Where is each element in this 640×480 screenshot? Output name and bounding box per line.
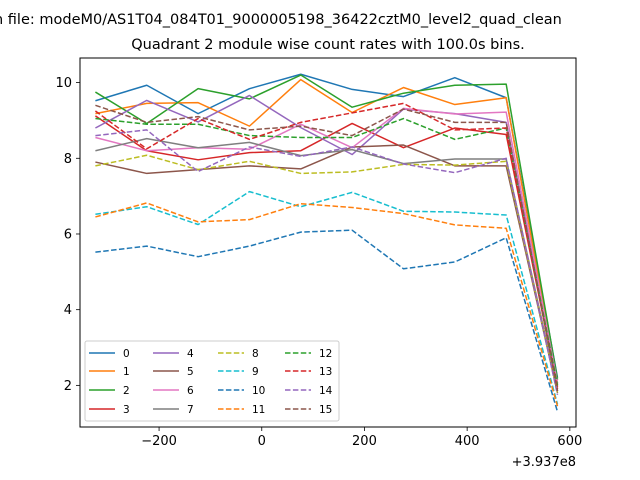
legend-label-11: 11 <box>252 404 265 416</box>
series-line-12 <box>95 117 559 386</box>
y-tick-label: 4 <box>64 303 72 318</box>
legend-label-3: 3 <box>123 404 130 416</box>
series-line-2 <box>95 74 559 380</box>
series-line-6 <box>95 107 559 384</box>
series-line-0 <box>95 73 559 378</box>
legend-label-0: 0 <box>123 348 130 360</box>
series-line-8 <box>95 154 559 394</box>
series-line-13 <box>94 102 559 390</box>
legend-label-12: 12 <box>319 348 332 360</box>
series-line-14 <box>95 129 559 395</box>
series-layer <box>94 73 559 413</box>
legend-label-9: 9 <box>252 366 259 378</box>
y-tick-label: 10 <box>55 76 72 91</box>
series-line-4 <box>95 94 559 386</box>
legend-label-8: 8 <box>252 348 259 360</box>
legend-label-4: 4 <box>187 348 194 360</box>
x-tick-label: 0 <box>258 434 266 449</box>
chart-suptitle: n file: modeM0/AS1T04_084T01_9000005198_… <box>0 12 562 28</box>
legend-label-7: 7 <box>187 404 194 416</box>
legend-label-15: 15 <box>319 404 332 416</box>
y-axis-ticks: 2 4 6 8 10 <box>55 76 80 394</box>
series-line-15 <box>95 104 559 392</box>
legend-label-13: 13 <box>319 366 332 378</box>
x-tick-label: −200 <box>141 434 177 449</box>
legend-label-6: 6 <box>187 385 194 397</box>
x-axis-ticks: −200 0 200 400 600 <box>141 427 582 449</box>
series-line-11 <box>95 202 559 407</box>
legend-label-10: 10 <box>252 385 265 397</box>
legend-label-1: 1 <box>123 366 130 378</box>
series-line-7 <box>95 137 559 392</box>
series-line-10 <box>95 229 559 413</box>
series-line-9 <box>95 190 559 405</box>
legend-box <box>84 340 340 422</box>
plot-frame <box>79 57 577 428</box>
legend-label-5: 5 <box>187 366 194 378</box>
y-tick-label: 2 <box>64 379 72 394</box>
chart-title: Quadrant 2 module wise count rates with … <box>131 37 525 53</box>
y-tick-label: 8 <box>64 152 72 167</box>
x-tick-label: 600 <box>557 434 582 449</box>
y-tick-label: 6 <box>64 227 72 242</box>
series-line-1 <box>95 78 559 384</box>
legend-label-14: 14 <box>319 385 333 397</box>
x-axis-offset-label: +3.937e8 <box>512 455 576 470</box>
legend-label-2: 2 <box>123 385 130 397</box>
x-tick-label: 400 <box>455 434 480 449</box>
x-tick-label: 200 <box>352 434 377 449</box>
